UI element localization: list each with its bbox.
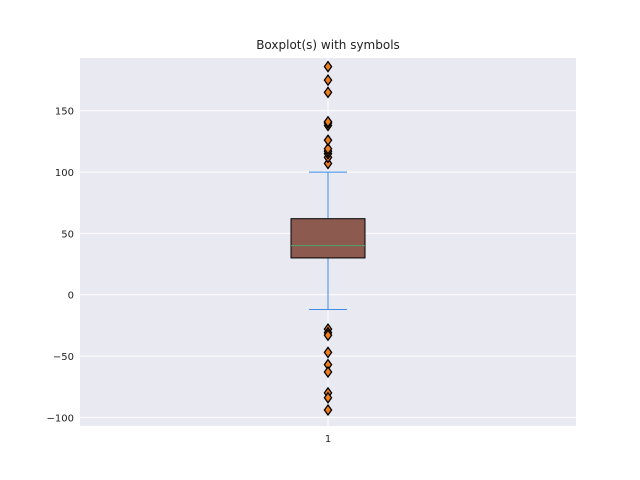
outlier-point [323, 115, 333, 128]
y-axis-ticks: −100 −50 0 50 100 150 [47, 107, 74, 425]
y-tick-label: 100 [55, 168, 74, 179]
box-group [290, 60, 366, 417]
outlier-point [323, 73, 333, 87]
outlier-point [323, 346, 333, 359]
outlier-point [323, 60, 333, 73]
outlier-point [323, 403, 333, 417]
outlier-point [323, 365, 333, 379]
outlier-point [323, 391, 333, 404]
y-tick-label: 150 [55, 107, 74, 118]
iqr-box [290, 218, 366, 259]
outlier-point [323, 157, 333, 170]
chart-title: Boxplot(s) with symbols [256, 38, 400, 52]
x-tick-label: 1 [325, 434, 331, 445]
x-axis-ticks: 1 [325, 434, 331, 445]
y-tick-label: 0 [68, 291, 74, 302]
outlier-point [323, 329, 333, 342]
y-tick-label: 50 [61, 229, 74, 240]
boxes [290, 60, 366, 417]
y-tick-label: −50 [53, 352, 74, 363]
outlier-point [323, 134, 333, 147]
outlier-point [323, 86, 333, 99]
y-tick-label: −100 [47, 413, 74, 424]
outlier-point [323, 142, 333, 155]
